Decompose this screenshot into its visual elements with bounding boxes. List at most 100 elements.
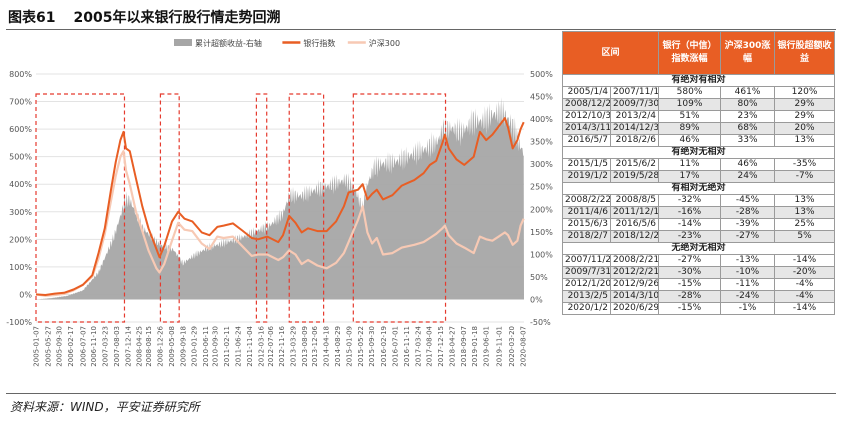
x-axis-tick-label: 2007-08-03 [113,326,121,367]
section-header: 有绝对无相对 [561,146,836,159]
hs300-return-cell: 68% [720,122,776,135]
left-axis-tick-label: 800% [9,70,32,79]
hs300-return-cell: 461% [720,86,776,99]
x-axis-tick-label: 2015-01-09 [345,326,353,367]
left-axis-tick-label: 400% [9,180,32,189]
x-axis-tick-label: 2007-12-14 [124,325,132,366]
start-date-cell: 2008/2/22 [562,194,611,207]
start-date-cell: 2012/10/31 [562,110,611,123]
table-row: 2016/5/7 2018/2/6 46% 33% 13% [562,134,836,147]
table-row: 2019/1/2 2019/5/28 17% 24% -7% [562,170,836,183]
x-axis-tick-label: 2017-12-15 [437,326,445,367]
x-axis-tick-label: 2009-05-08 [168,326,176,367]
figure-title: 图表61 2005年以来银行股行情走势回溯 [8,7,280,27]
right-axis-tick-label: 0% [530,295,543,304]
excess-return-cell: 20% [774,122,836,135]
hs300-return-cell: -45% [720,194,776,207]
x-axis-tick-label: 2006-07-07 [79,326,87,367]
x-axis-tick-label: 2016-11-11 [403,326,411,367]
start-date-cell: 2020/1/2 [562,302,611,315]
x-axis-tick-label: 2015-09-30 [368,326,376,367]
start-date-cell: 2007/11/2 [562,254,611,267]
excess-return-cell: 13% [774,194,836,207]
start-date-cell: 2011/4/6 [562,206,611,219]
start-date-cell: 2018/2/7 [562,230,611,243]
excess-return-cell: -14% [774,302,836,315]
table-row: 2008/2/22 2008/8/5 -32% -45% 13% [562,194,836,207]
start-date-cell: 2008/12/23 [562,98,611,111]
end-date-cell: 2016/5/6 [609,218,660,231]
excess-return-cell: -7% [774,170,836,183]
bank-return-cell: 89% [658,122,722,135]
start-date-cell: 2019/1/2 [562,170,611,183]
end-date-cell: 2014/3/10 [609,290,660,303]
hs300-return-cell: -24% [720,290,776,303]
highlight-period-box [288,93,325,323]
header-excess-return: 银行股超额收益 [774,31,836,75]
x-axis-tick-label: 2011-06-24 [235,325,243,366]
bank-return-cell: -32% [658,194,722,207]
header-period: 区间 [561,31,660,75]
bank-return-cell: -27% [658,254,722,267]
end-date-cell: 2014/12/31 [609,122,660,135]
section-label: 有绝对无相对 [561,146,836,159]
right-axis-tick-label: 450% [530,93,553,102]
section-label: 有相对无绝对 [561,182,836,195]
x-axis-tick-label: 2013-03-29 [290,326,298,367]
hs300-return-cell: -28% [720,206,776,219]
bank-index-line [35,117,525,296]
start-date-cell: 2005/1/4 [562,86,611,99]
source-rule [6,393,836,394]
hs300-return-cell: 46% [720,158,776,171]
left-axis-tick-label: 600% [9,125,32,134]
x-axis-tick-label: 2010-06-11 [202,326,210,367]
x-axis-tick-label: 2005-05-27 [45,326,53,367]
highlight-period-box [159,93,180,323]
right-axis-tick-label: -50% [530,318,551,327]
excess-return-cell: 29% [774,110,836,123]
hs300-return-cell: -10% [720,266,776,279]
section-header: 有相对无绝对 [561,182,836,195]
x-axis-tick-label: 2020-08-07 [520,326,528,367]
highlight-period-box [352,93,447,323]
x-axis-tick-label: 2010-09-30 [212,326,220,367]
end-date-cell: 2008/2/21 [609,254,660,267]
excess-return-cell: 120% [774,86,836,99]
left-axis-tick-label: 0% [19,290,32,299]
excess-return-cell: 13% [774,206,836,219]
highlight-period-box [35,93,126,323]
hs300-return-cell: -39% [720,218,776,231]
right-axis-tick-label: 350% [530,138,553,147]
left-axis-tick-label: 500% [9,153,32,162]
end-date-cell: 2013/2/4 [609,110,660,123]
start-date-cell: 2015/6/3 [562,218,611,231]
x-axis-tick-label: 2014-08-29 [334,326,342,367]
excess-return-cell: 13% [774,134,836,147]
hs300-return-cell: 23% [720,110,776,123]
right-axis-tick-label: 50% [530,273,548,282]
header-bank-return: 银行（中信）指数涨幅 [658,31,722,75]
hs300-return-cell: 33% [720,134,776,147]
section-label: 无绝对无相对 [561,242,836,255]
table-row: 2009/7/31 2012/2/21 -30% -10% -20% [562,266,836,279]
figure-title-text: 2005年以来银行股行情走势回溯 [73,10,281,26]
x-axis-tick-label: 2006-02-17 [67,326,75,367]
start-date-cell: 2014/3/11 [562,122,611,135]
x-axis-tick-label: 2020-03-20 [508,326,516,367]
start-date-cell: 2009/7/31 [562,266,611,279]
header-hs300-return: 沪深300涨幅 [720,31,776,75]
start-date-cell: 2013/2/5 [562,290,611,303]
right-axis-tick-label: 300% [530,160,553,169]
x-axis-tick-label: 2019-06-01 [483,326,491,367]
excess-return-area [36,97,524,300]
end-date-cell: 2018/12/28 [609,230,660,243]
legend-label: 沪深300 [369,38,400,48]
legend-label: 累计超额收益-右轴 [195,38,262,48]
left-axis-tick-label: 100% [9,263,32,272]
table-row: 2020/1/2 2020/6/29 -15% -1% -14% [562,302,836,315]
hs300-line [35,150,525,297]
hs300-return-cell: -11% [720,278,776,291]
excess-return-cell: -35% [774,158,836,171]
source-note: 资料来源：WIND，平安证券研究所 [10,400,200,414]
